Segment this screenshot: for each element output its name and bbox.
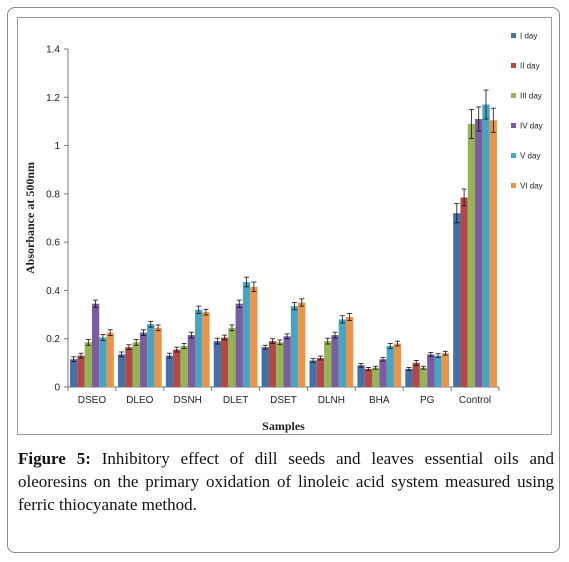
bar (147, 324, 155, 387)
bar (91, 303, 100, 387)
figure-caption-text: Inhibitory effect of dill seeds and leav… (18, 449, 555, 514)
bar (235, 303, 243, 387)
legend-swatch (511, 93, 516, 98)
bar (132, 342, 140, 387)
bar (482, 104, 490, 388)
legend-swatch (511, 63, 516, 68)
bar (412, 362, 420, 387)
x-axis-title: Samples (262, 419, 305, 433)
bar (180, 345, 188, 387)
bar (460, 197, 468, 387)
figure-label: Figure 5: (18, 449, 91, 468)
legend-swatch (511, 183, 516, 188)
bar (117, 354, 126, 387)
bar (139, 332, 148, 387)
legend-label: V day (520, 152, 540, 161)
x-tick-label: DLET (223, 395, 249, 406)
legend-label: VI day (520, 182, 543, 191)
bar (70, 359, 78, 387)
bar (393, 343, 402, 387)
legend-label: III day (520, 92, 542, 101)
y-tick-label: 1.2 (46, 93, 60, 104)
bar (467, 123, 476, 387)
bar (221, 337, 229, 387)
figure-caption: Figure 5: Inhibitory effect of dill seed… (18, 447, 554, 516)
x-tick-label: DLEO (126, 395, 153, 406)
bar (106, 332, 114, 387)
bar (357, 365, 365, 387)
bar (195, 309, 203, 387)
bar (242, 281, 251, 387)
bar (386, 345, 394, 387)
x-tick-label: PG (420, 395, 435, 406)
x-tick-label: DSNH (174, 395, 202, 406)
legend-swatch (511, 33, 516, 38)
bar (173, 349, 181, 387)
bar (250, 286, 258, 387)
bar (405, 368, 413, 387)
bar-chart: 0 0.2 0.4 0.6 0.8 1 1.2 1.4 Absorbance at 500nm S… (23, 32, 543, 434)
legend-label: IV day (520, 122, 543, 131)
x-tick-label: DSEO (78, 395, 107, 406)
y-tick-label: 1.4 (46, 45, 60, 56)
bar (475, 119, 483, 387)
y-tick-label: 0.2 (46, 334, 60, 345)
x-tick-label: Control (459, 395, 491, 406)
bar (261, 347, 269, 387)
bar (379, 359, 387, 387)
x-tick-label: DLNH (318, 395, 345, 406)
bar (290, 306, 299, 387)
x-tick-label: DSET (270, 395, 297, 406)
bar (434, 355, 442, 387)
bar (213, 341, 222, 387)
bar (309, 360, 317, 387)
y-axis-title: Absorbance at 500nm (23, 162, 37, 274)
x-tick-label: BHA (369, 395, 390, 406)
legend-label: II day (520, 62, 540, 71)
bar (489, 120, 497, 387)
y-tick-label: 0.8 (46, 189, 60, 200)
bar (298, 302, 306, 387)
legend-label: I day (520, 32, 537, 41)
bar (228, 327, 236, 387)
bar (345, 316, 354, 387)
bar (441, 353, 450, 387)
bar (427, 354, 435, 387)
bar (84, 342, 92, 387)
legend-swatch (511, 123, 516, 128)
bar (364, 368, 372, 387)
bar (154, 327, 162, 387)
y-tick-label: 1 (54, 141, 60, 152)
bar (202, 312, 210, 387)
bar (276, 342, 284, 387)
bar (283, 336, 291, 387)
bar (187, 335, 196, 387)
bar (125, 347, 133, 387)
bar (324, 341, 332, 387)
y-tick-label: 0.4 (46, 286, 60, 297)
y-tick-label: 0 (54, 383, 60, 394)
chart-area: 0 0.2 0.4 0.6 0.8 1 1.2 1.4 Absorbance at 500nm S… (17, 17, 552, 435)
bar (371, 367, 380, 387)
bar (268, 341, 277, 387)
bar (338, 319, 346, 387)
bar (165, 355, 174, 387)
bar (419, 367, 428, 387)
bar (77, 355, 85, 387)
bar (453, 213, 461, 387)
bar (331, 335, 339, 387)
bar (316, 358, 325, 387)
bar (99, 337, 107, 387)
y-tick-label: 0.6 (46, 238, 60, 249)
legend-swatch (511, 153, 516, 158)
